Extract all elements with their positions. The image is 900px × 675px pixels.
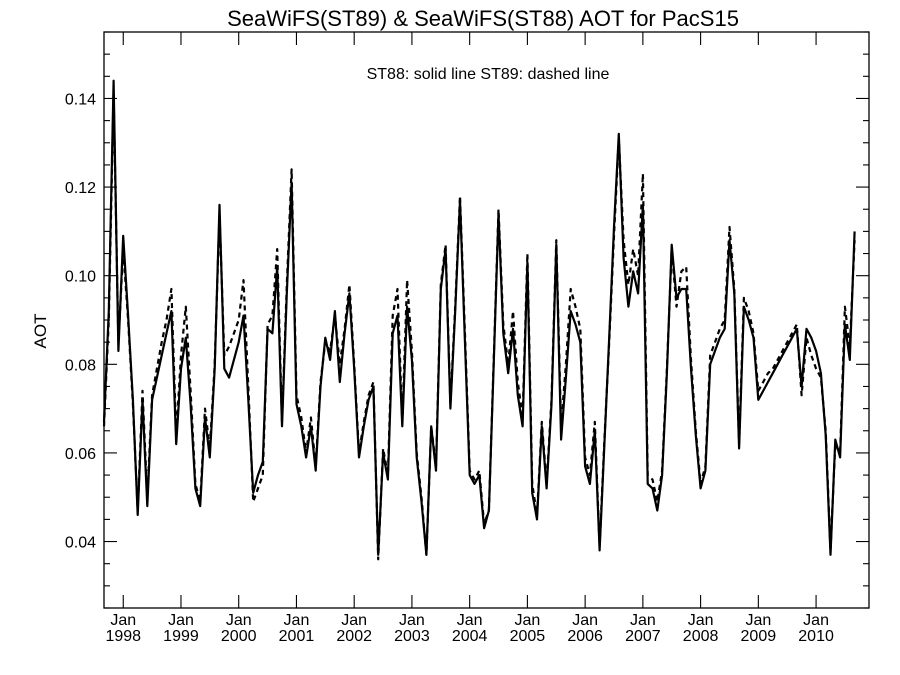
x-tick-month-label: Jan xyxy=(457,612,483,629)
y-tick-label: 0.06 xyxy=(65,446,96,463)
data-series xyxy=(102,79,856,561)
x-tick-year-label: 2005 xyxy=(510,628,546,645)
x-tick-year-label: 2001 xyxy=(279,628,315,645)
chart-title: SeaWiFS(ST89) & SeaWiFS(ST88) AOT for Pa… xyxy=(227,6,739,31)
x-tick-month-label: Jan xyxy=(803,612,829,629)
x-tick-month-label: Jan xyxy=(572,612,598,629)
x-tick-month-label: Jan xyxy=(514,612,540,629)
y-tick-label: 0.08 xyxy=(65,357,96,374)
x-tick-year-label: 1998 xyxy=(105,628,141,645)
x-tick-year-label: 2010 xyxy=(798,628,834,645)
y-tick-label: 0.14 xyxy=(65,91,96,108)
x-tick-month-label: Jan xyxy=(688,612,714,629)
y-tick-label: 0.10 xyxy=(65,269,96,286)
x-tick-year-label: 2003 xyxy=(394,628,430,645)
x-tick-year-label: 2000 xyxy=(221,628,257,645)
x-tick-year-label: 2004 xyxy=(452,628,488,645)
x-axis-ticks: Jan1998Jan1999Jan2000Jan2001Jan2002Jan20… xyxy=(105,32,834,645)
x-tick-month-label: Jan xyxy=(284,612,310,629)
x-tick-year-label: 2009 xyxy=(741,628,777,645)
line-style-annotation: ST88: solid line ST89: dashed line xyxy=(367,66,610,83)
x-tick-month-label: Jan xyxy=(226,612,252,629)
st89-dashed-line xyxy=(102,92,856,561)
y-tick-label: 0.04 xyxy=(65,535,96,552)
x-tick-month-label: Jan xyxy=(341,612,367,629)
x-tick-year-label: 1999 xyxy=(163,628,199,645)
x-tick-month-label: Jan xyxy=(630,612,656,629)
x-tick-month-label: Jan xyxy=(110,612,136,629)
x-tick-year-label: 2006 xyxy=(567,628,603,645)
y-axis-ticks: 0.04 0.06 0.08 0.10 0.12 0.14 xyxy=(65,31,869,609)
y-axis-label: AOT xyxy=(31,314,50,349)
x-tick-year-label: 2007 xyxy=(625,628,661,645)
x-tick-year-label: 2008 xyxy=(683,628,719,645)
x-tick-year-label: 2002 xyxy=(336,628,372,645)
y-tick-label: 0.12 xyxy=(65,180,96,197)
x-tick-month-label: Jan xyxy=(399,612,425,629)
x-tick-month-label: Jan xyxy=(168,612,194,629)
x-tick-month-label: Jan xyxy=(745,612,771,629)
